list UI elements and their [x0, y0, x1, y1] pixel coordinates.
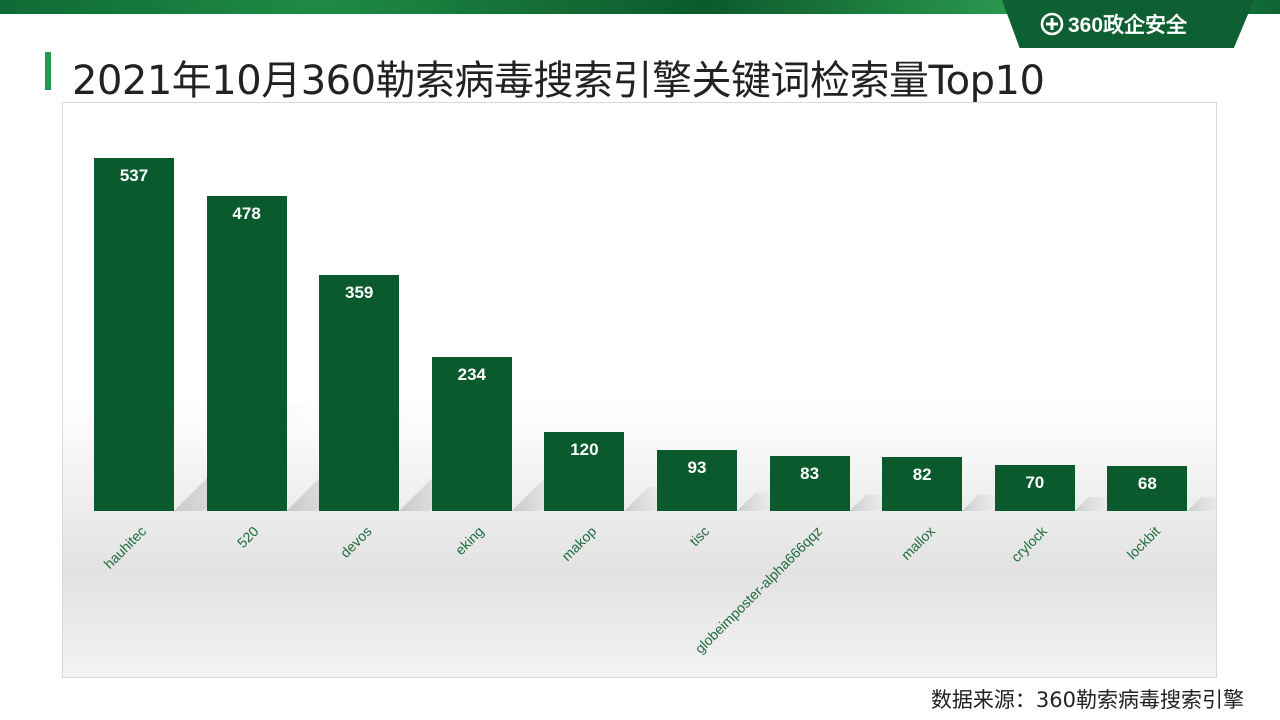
logo-tab: [1002, 0, 1254, 48]
category-label: 520: [234, 523, 262, 551]
category-label: globeimposter-alpha666qqz: [691, 523, 825, 657]
page-title: 2021年10月360勒索病毒搜索引擎关键词检索量Top10: [72, 58, 1045, 104]
data-label: 537: [119, 165, 149, 185]
bar-hauhitec: [94, 157, 174, 511]
bar-crylock: [994, 464, 1075, 511]
bar-shadow: [1187, 497, 1216, 511]
bar-tisc: [657, 449, 737, 511]
data-label: 82: [912, 465, 932, 485]
category-label: mallox: [897, 523, 938, 563]
brand-logo: 360政企安全: [1040, 10, 1187, 38]
data-label: 70: [1025, 472, 1045, 492]
data-label: 83: [800, 464, 820, 484]
category-label: makop: [558, 523, 600, 565]
title-accent-bar: [45, 52, 51, 90]
category-label: devos: [336, 523, 375, 561]
bar-520: [206, 196, 287, 511]
bar-mallox: [882, 457, 963, 511]
bar-eking: [431, 357, 512, 511]
bar-globeimposter-alpha666qqz: [769, 456, 850, 511]
data-label: 68: [1137, 474, 1157, 494]
category-label: lockbit: [1123, 523, 1163, 563]
data-label: 120: [570, 440, 599, 460]
top-decor-band: [0, 0, 1280, 14]
bar-makop: [544, 432, 625, 511]
data-label: 478: [232, 204, 261, 224]
category-label: tisc: [686, 523, 713, 550]
bar-devos: [319, 274, 400, 511]
data-source-note: 数据来源：360勒索病毒搜索引擎: [930, 688, 1244, 712]
brand-logo-text: 360政企安全: [1068, 14, 1188, 37]
data-label: 93: [687, 457, 707, 477]
bar-lockbit: [1107, 466, 1188, 511]
plus-circle-icon: [1040, 12, 1064, 36]
data-label: 359: [345, 282, 374, 302]
category-label: crylock: [1008, 523, 1051, 566]
bar-chart: 537 hauhitec 478 520 359 devos 234 eking 120 mako…: [62, 102, 1217, 678]
category-label: eking: [452, 523, 488, 558]
data-label: 234: [457, 365, 486, 385]
category-label: hauhitec: [100, 523, 150, 572]
